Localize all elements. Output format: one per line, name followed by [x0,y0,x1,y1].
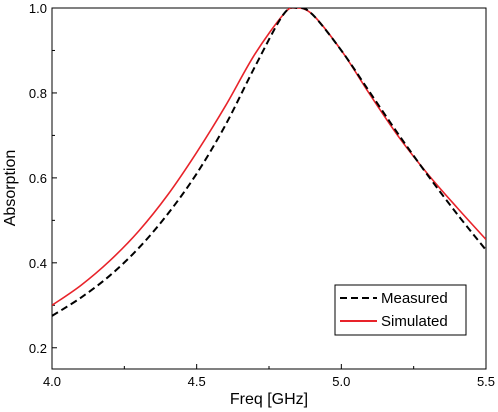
y-tick-label: 0.4 [29,256,47,271]
y-tick-label: 0.8 [29,86,47,101]
series-line-measured [52,8,486,317]
x-tick-label: 4.5 [188,374,206,389]
axis-ticks: 4.0 4.5 5.0 5.5 0.2 0.4 0.6 0.8 1.0 [29,1,495,389]
x-tick-label: 4.0 [43,374,61,389]
legend-box [334,284,467,336]
x-tick-label: 5.5 [477,374,495,389]
y-tick-label: 0.2 [29,341,47,356]
series-lines [52,8,486,317]
legend: Measured Simulated [334,284,467,336]
legend-label-measured: Measured [381,290,448,307]
y-tick-label: 1.0 [29,1,47,16]
x-tick-label: 5.0 [332,374,350,389]
y-tick-label: 0.6 [29,171,47,186]
x-axis-label: Freq [GHz] [230,391,308,408]
y-axis-label: Absorption [2,150,19,227]
legend-label-simulated: Simulated [381,313,448,330]
